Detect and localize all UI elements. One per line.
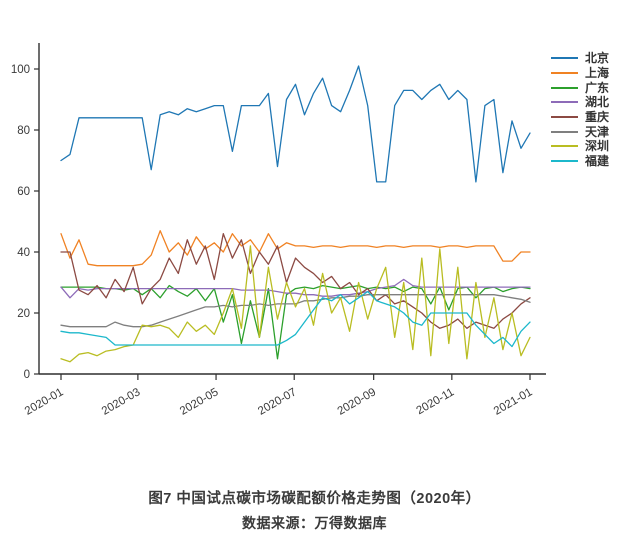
legend-swatch-fujian xyxy=(551,160,578,163)
legend-item-fujian: 福建 xyxy=(551,154,609,169)
series-line-fujian xyxy=(60,290,531,348)
legend-swatch-shanghai xyxy=(551,72,578,75)
legend-label-chongqing: 重庆 xyxy=(585,110,610,125)
legend-swatch-guangdong xyxy=(551,86,578,89)
legend-label-tianjin: 天津 xyxy=(585,124,610,139)
legend-label-hubei: 湖北 xyxy=(585,95,610,110)
legend-item-chongqing: 重庆 xyxy=(551,110,609,125)
legend-swatch-shenzhen xyxy=(551,145,578,148)
legend-item-hubei: 湖北 xyxy=(551,95,609,110)
legend-label-guangdong: 广东 xyxy=(585,80,610,95)
legend-label-beijing: 北京 xyxy=(585,51,610,66)
x-tick-label: 2021-01 xyxy=(492,386,535,418)
chart-legend: 北京 上海 广东 湖北 重庆 天津 深圳 福建 xyxy=(551,51,609,169)
x-tick-label: 2020-01 xyxy=(23,386,66,418)
x-tick-label: 2020-03 xyxy=(100,386,143,418)
y-tick-label: 0 xyxy=(24,369,30,381)
price-trend-line-chart: 0 20 40 60 80 100 2020-01 2020-03 2020-05 2020-07… xyxy=(11,43,546,418)
series-line-hubei xyxy=(60,278,531,299)
x-tick-label: 2020-09 xyxy=(336,386,379,418)
series-line-shanghai xyxy=(60,230,531,267)
legend-item-guangdong: 广东 xyxy=(551,80,609,95)
x-tick-label: 2020-07 xyxy=(256,386,299,418)
legend-label-shenzhen: 深圳 xyxy=(585,139,610,154)
series-line-tianjin xyxy=(60,294,531,328)
y-tick-label: 40 xyxy=(17,247,30,259)
legend-swatch-beijing xyxy=(551,57,578,60)
series-line-beijing xyxy=(60,65,531,183)
legend-swatch-hubei xyxy=(551,101,578,104)
y-tick-label: 20 xyxy=(17,308,30,320)
x-tick-label: 2020-11 xyxy=(415,386,457,417)
legend-swatch-tianjin xyxy=(551,130,578,133)
legend-item-shanghai: 上海 xyxy=(551,66,609,81)
y-tick-label: 60 xyxy=(17,186,30,198)
figure-caption-block: 图7 中国试点碳市场碳配额价格走势图（2020年） 数据来源：万得数据库 xyxy=(0,487,629,533)
legend-swatch-chongqing xyxy=(551,116,578,119)
x-tick-label: 2020-05 xyxy=(178,386,221,418)
series-line-shenzhen xyxy=(60,245,531,363)
series-line-guangdong xyxy=(60,284,531,360)
figure-caption-title: 图7 中国试点碳市场碳配额价格走势图（2020年） xyxy=(148,491,481,507)
y-tick-label: 100 xyxy=(11,64,30,76)
figure-caption-source: 数据来源：万得数据库 xyxy=(242,515,387,531)
legend-item-tianjin: 天津 xyxy=(551,124,609,139)
legend-item-beijing: 北京 xyxy=(551,51,609,66)
y-tick-label: 80 xyxy=(17,125,30,137)
legend-label-shanghai: 上海 xyxy=(585,66,610,81)
legend-item-shenzhen: 深圳 xyxy=(551,139,609,154)
legend-label-fujian: 福建 xyxy=(585,154,610,169)
